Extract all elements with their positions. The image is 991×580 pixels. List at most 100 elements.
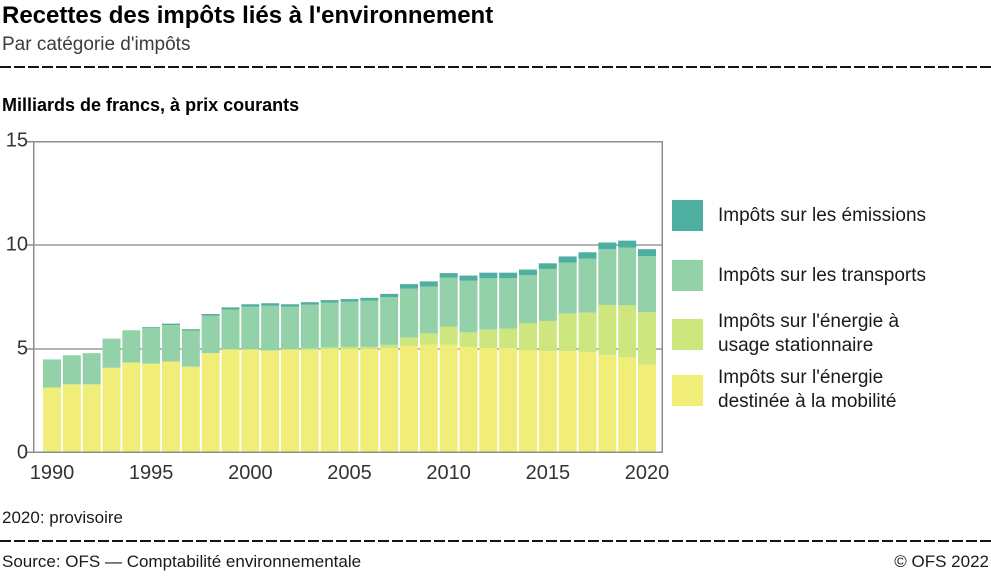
bar-segment-transports-2006 [360, 300, 379, 347]
bar-segment-transports-2011 [459, 280, 478, 333]
bar-segment-mobility-2003 [300, 350, 319, 453]
x-axis-label-2015: 2015 [525, 462, 571, 484]
bar-segment-emissions-2006 [360, 297, 379, 301]
bar-segment-transports-2013 [499, 278, 518, 329]
bar-segment-stationary-2011 [459, 332, 478, 347]
bar-segment-emissions-2012 [479, 272, 498, 279]
bar-segment-mobility-1991 [62, 384, 81, 453]
bar-segment-transports-1994 [122, 330, 141, 363]
bar-segment-transports-2003 [300, 304, 319, 349]
bar-segment-transports-2014 [519, 275, 537, 324]
chart-svg [26, 141, 663, 453]
bar-segment-mobility-2001 [261, 351, 280, 453]
bar-segment-transports-2015 [538, 268, 557, 321]
bar-segment-mobility-2015 [538, 351, 557, 453]
bar-segment-transports-1992 [82, 353, 101, 385]
bar-segment-stationary-2018 [598, 304, 617, 356]
bar-segment-emissions-1997 [181, 329, 200, 331]
y-axis-label-10: 10 [5, 233, 28, 256]
bar-segment-stationary-2019 [618, 305, 637, 358]
bar-segment-transports-2018 [598, 249, 617, 305]
unit-label: Milliards de francs, à prix courants [2, 95, 300, 115]
y-axis-label-15: 15 [5, 129, 28, 152]
bar-segment-stationary-2003 [300, 348, 319, 351]
bar-segment-stationary-2004 [320, 347, 339, 349]
bar-segment-transports-1997 [181, 330, 200, 367]
bar-segment-emissions-2011 [459, 275, 478, 281]
bar-segment-stationary-2010 [439, 326, 458, 345]
bar-segment-emissions-2002 [281, 304, 299, 307]
emissions-swatch-icon [672, 200, 703, 231]
bar-segment-emissions-2015 [538, 263, 557, 269]
bar-segment-stationary-2008 [400, 337, 418, 346]
legend-item-transports: Impôts sur les transports [672, 260, 926, 291]
bar-segment-transports-2002 [281, 306, 299, 349]
bar-segment-transports-2016 [558, 262, 577, 314]
bar-segment-emissions-2014 [519, 269, 537, 276]
bar-segment-stationary-2020 [638, 312, 656, 365]
bar-segment-mobility-2009 [419, 344, 438, 453]
bar-segment-emissions-2019 [618, 240, 637, 248]
bar-segment-stationary-2012 [479, 329, 498, 348]
bar-segment-emissions-1998 [201, 314, 220, 316]
bar-segment-transports-2008 [400, 288, 418, 338]
bar-segment-emissions-2017 [578, 252, 597, 259]
bar-segment-transports-2001 [261, 305, 280, 351]
bar-segment-emissions-2013 [499, 272, 518, 279]
bar-segment-transports-2004 [320, 302, 339, 348]
legend-label-mobility: Impôts sur l'énergie destinée à la mobil… [718, 367, 897, 412]
mobility-swatch-icon [672, 374, 703, 406]
bar-segment-stationary-2017 [578, 312, 597, 353]
bar-segment-stationary-2000 [241, 349, 260, 351]
bar-segment-mobility-2000 [241, 350, 260, 453]
bar-segment-transports-2009 [419, 286, 438, 334]
bar-segment-mobility-2011 [459, 346, 478, 453]
bar-segment-mobility-1990 [43, 387, 61, 453]
bar-segment-mobility-2005 [340, 349, 359, 453]
bar-segment-mobility-2017 [578, 352, 597, 453]
bar-segment-transports-2007 [380, 297, 399, 345]
bar-segment-mobility-1994 [122, 362, 141, 453]
x-axis-label-1995: 1995 [128, 462, 174, 484]
y-axis-label-0: 0 [16, 441, 28, 464]
bar-segment-emissions-2009 [419, 281, 438, 287]
bar-segment-mobility-2006 [360, 349, 379, 453]
legend-item-emissions: Impôts sur les émissions [672, 200, 926, 231]
legend-label-transports: Impôts sur les transports [718, 264, 927, 286]
x-axis-label-2010: 2010 [426, 462, 471, 484]
transports-swatch-icon [672, 260, 703, 291]
page-subtitle: Par catégorie d'impôts [2, 34, 191, 55]
bar-segment-transports-2020 [638, 256, 656, 313]
bar-segment-mobility-2019 [618, 357, 637, 453]
source-text: Source: OFS — Comptabilité environnement… [2, 552, 362, 571]
bar-segment-mobility-2018 [598, 355, 617, 453]
bar-segment-mobility-2016 [558, 351, 577, 453]
bar-segment-mobility-2010 [439, 344, 458, 453]
bottom-separator [0, 540, 991, 542]
bar-segment-mobility-2014 [519, 350, 537, 453]
bar-segment-stationary-1999 [221, 349, 240, 351]
bar-segment-stationary-2016 [558, 313, 577, 352]
bar-segment-mobility-2020 [638, 364, 656, 453]
bar-segment-emissions-2001 [261, 303, 280, 306]
bar-segment-transports-1995 [142, 328, 161, 364]
bar-segment-emissions-2018 [598, 242, 617, 250]
bar-segment-emissions-2003 [300, 302, 319, 305]
bar-segment-emissions-2007 [380, 293, 399, 297]
bar-segment-transports-2019 [618, 247, 637, 306]
bar-segment-stationary-2006 [360, 346, 379, 349]
bar-segment-stationary-2015 [538, 320, 557, 352]
bar-segment-mobility-1996 [162, 361, 180, 453]
x-axis-label-2000: 2000 [228, 462, 273, 484]
bar-segment-transports-1990 [43, 359, 61, 388]
x-axis-label-2020: 2020 [624, 462, 670, 484]
bar-segment-stationary-2005 [340, 346, 359, 349]
legend-label-stationary: Impôts sur l'énergie à usage stationnair… [718, 311, 900, 356]
bar-segment-stationary-2009 [419, 333, 438, 345]
bar-segment-stationary-2007 [380, 344, 399, 348]
bar-segment-stationary-2013 [499, 328, 518, 348]
bar-segment-transports-2012 [479, 278, 498, 330]
bar-segment-transports-2000 [241, 306, 260, 349]
bar-segment-mobility-1992 [82, 384, 101, 453]
